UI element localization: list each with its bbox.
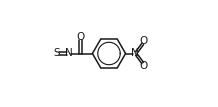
Text: N: N <box>65 48 73 59</box>
Text: S: S <box>54 48 60 59</box>
Text: O: O <box>140 36 148 46</box>
Text: O: O <box>77 32 85 42</box>
Text: O: O <box>140 61 148 71</box>
Text: N: N <box>131 48 138 59</box>
